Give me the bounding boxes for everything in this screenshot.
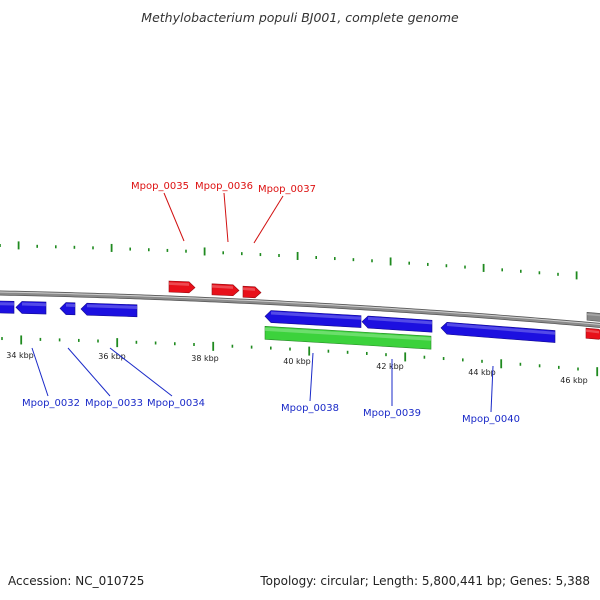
- label-forward-leader: [253, 195, 284, 244]
- topology-text: Topology: circular; Length: 5,800,441 bp…: [260, 574, 590, 588]
- gene-rna: [264, 325, 432, 350]
- gene-gray: [586, 311, 600, 322]
- gene-forward: [585, 327, 600, 340]
- label-reverse: Mpop_0033: [85, 398, 143, 409]
- gene-reverse-shine: [87, 304, 137, 310]
- gene-reverse: [59, 302, 76, 316]
- gene-reverse: [361, 315, 433, 333]
- accession-text: Accession: NC_010725: [8, 574, 145, 588]
- label-reverse: Mpop_0034: [147, 398, 205, 409]
- gene-gray-shine: [587, 313, 600, 317]
- label-forward: Mpop_0037: [258, 184, 316, 195]
- label-reverse-leader: [309, 352, 314, 402]
- gene-forward-shine: [169, 282, 189, 286]
- gene-reverse: [0, 300, 15, 314]
- gene-forward: [168, 280, 196, 294]
- label-reverse-leader: [109, 347, 173, 397]
- gene-forward-shine: [212, 284, 233, 289]
- gene-forward: [242, 285, 262, 299]
- gene-reverse-shine: [22, 302, 46, 307]
- scale-label: 34 kbp: [6, 351, 34, 360]
- gene-reverse-shine: [66, 303, 75, 308]
- label-forward-leader: [223, 192, 229, 243]
- label-reverse: Mpop_0039: [363, 408, 421, 419]
- backbone-line: [0, 291, 600, 328]
- backbone-highlight: [0, 291, 600, 325]
- label-reverse-leader: [67, 347, 111, 397]
- scale-label: 44 kbp: [468, 368, 496, 377]
- gene-reverse: [264, 310, 362, 328]
- gene-forward-shine: [586, 329, 599, 334]
- gene-reverse-shine: [271, 311, 361, 320]
- label-reverse-leader: [490, 365, 494, 413]
- scale-label: 46 kbp: [560, 376, 588, 385]
- gene-reverse-shine: [368, 316, 432, 325]
- label-reverse: Mpop_0038: [281, 403, 339, 414]
- label-forward: Mpop_0035: [131, 181, 189, 192]
- scale-label: 36 kbp: [98, 352, 126, 361]
- label-reverse-leader: [31, 347, 49, 397]
- label-forward-leader: [163, 192, 185, 242]
- gene-reverse: [15, 301, 47, 315]
- gene-reverse: [80, 302, 138, 318]
- scale-label: 38 kbp: [191, 354, 219, 363]
- scale-label: 40 kbp: [283, 357, 311, 366]
- scale-label: 42 kbp: [376, 362, 404, 371]
- gene-rna-shine: [265, 327, 431, 341]
- label-reverse: Mpop_0040: [462, 414, 520, 425]
- gene-forward-shine: [243, 287, 255, 291]
- map-title: Methylobacterium populi BJ001, complete …: [141, 10, 459, 25]
- gene-reverse-shine: [0, 302, 14, 306]
- gene-forward: [211, 283, 240, 297]
- label-reverse: Mpop_0032: [22, 398, 80, 409]
- gene-reverse: [440, 321, 556, 343]
- label-forward: Mpop_0036: [195, 181, 253, 192]
- gene-reverse-shine: [447, 323, 555, 335]
